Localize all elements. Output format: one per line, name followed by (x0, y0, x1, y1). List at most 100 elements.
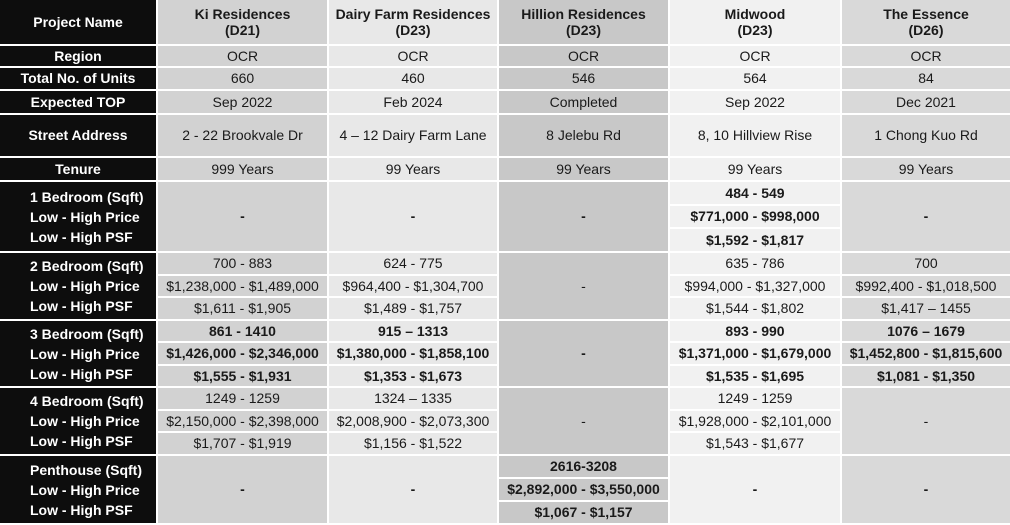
row-label-text: Total No. of Units (20, 70, 136, 87)
cell-value: $1,543 - $1,677 (705, 435, 805, 452)
cell-value: $2,150,000 - $2,398,000 (166, 412, 319, 429)
cell-empty: - (499, 182, 668, 251)
cell-value: $1,417 – 1455 (881, 300, 971, 317)
cell-empty: - (158, 182, 327, 251)
cell-value: OCR (739, 47, 771, 64)
cell-value: $1,544 - $1,802 (705, 300, 805, 317)
project-district: (D23) (395, 22, 431, 38)
cell-region: OCR (329, 46, 497, 66)
price-range: $992,400 - $1,018,500 (842, 276, 1010, 296)
cell-value: 99 Years (556, 160, 611, 177)
unit-group-label: 3 Bedroom (Sqft) Low - High Price Low - Hi… (0, 321, 156, 386)
psf-range: $1,489 - $1,757 (329, 298, 497, 319)
psf-range: $1,543 - $1,677 (670, 433, 840, 454)
psf-range: $1,417 – 1455 (842, 298, 1010, 319)
price-range: $1,371,000 - $1,679,000 (670, 343, 840, 364)
cell-empty: - (329, 182, 497, 251)
cell-top: Completed (499, 91, 668, 113)
cell-units: 564 (670, 68, 840, 89)
unit-label-line: 4 Bedroom (Sqft) (30, 393, 144, 409)
cell-value: 1249 - 1259 (205, 390, 280, 407)
size-range: 484 - 549 (670, 182, 840, 204)
unit-label-line: Penthouse (Sqft) (30, 461, 142, 478)
row-label-text: Street Address (28, 127, 128, 144)
corner-label: Project Name (33, 13, 123, 30)
cell-value: $1,611 - $1,905 (193, 300, 292, 317)
size-range: 1076 – 1679 (842, 321, 1010, 341)
cell-value: 2616-3208 (550, 458, 617, 475)
corner-header: Project Name (0, 0, 156, 44)
empty-dash: - (581, 412, 586, 429)
cell-tenure: 99 Years (329, 158, 497, 180)
empty-dash: - (240, 481, 245, 498)
cell-value: $1,081 - $1,350 (876, 367, 976, 384)
cell-value: $771,000 - $998,000 (690, 208, 820, 225)
empty-dash: - (923, 412, 929, 429)
unit-group-label: Penthouse (Sqft) Low - High Price Low - Hi… (0, 456, 156, 523)
size-range: 1249 - 1259 (670, 388, 840, 409)
size-range: 635 - 786 (670, 253, 840, 274)
psf-range: $1,611 - $1,905 (158, 298, 327, 319)
cell-address: 8, 10 Hillview Rise (670, 115, 840, 156)
cell-units: 546 (499, 68, 668, 89)
price-range: $2,892,000 - $3,550,000 (499, 479, 668, 500)
cell-region: OCR (499, 46, 668, 66)
cell-units: 660 (158, 68, 327, 89)
cell-top: Dec 2021 (842, 91, 1010, 113)
project-header: Midwood (D23) (670, 0, 840, 44)
row-label-region: Region (0, 46, 156, 66)
empty-dash: - (923, 481, 929, 498)
cell-value: OCR (910, 47, 942, 64)
cell-value: 484 - 549 (725, 184, 785, 201)
empty-dash: - (240, 208, 245, 225)
psf-range: $1,535 - $1,695 (670, 366, 840, 386)
cell-empty: - (670, 456, 840, 523)
cell-value: $1,380,000 - $1,858,100 (336, 345, 490, 362)
cell-value: $1,238,000 - $1,489,000 (166, 277, 319, 294)
price-range: $771,000 - $998,000 (670, 206, 840, 227)
project-district: (D23) (565, 22, 601, 38)
unit-group-label: 1 Bedroom (Sqft) Low - High Price Low - Hi… (0, 182, 156, 251)
cell-value: OCR (397, 47, 429, 64)
cell-value: $1,426,000 - $2,346,000 (166, 345, 319, 362)
cell-value: $1,928,000 - $2,101,000 (678, 412, 832, 429)
row-label-top: Expected TOP (0, 91, 156, 113)
size-range: 1324 – 1335 (329, 388, 497, 409)
cell-value: $1,156 - $1,522 (363, 435, 463, 452)
size-range: 624 - 775 (329, 253, 497, 274)
cell-value: 624 - 775 (383, 255, 443, 272)
row-label-text: Expected TOP (30, 93, 126, 110)
cell-value: 915 – 1313 (377, 322, 449, 339)
row-label-text: Region (54, 47, 102, 64)
cell-value: Feb 2024 (383, 93, 443, 110)
cell-empty: - (158, 456, 327, 523)
cell-tenure: 99 Years (499, 158, 668, 180)
project-header: Hillion Residences (D23) (499, 0, 668, 44)
unit-label-line: Low - High PSF (30, 501, 133, 518)
cell-value: $1,067 - $1,157 (534, 504, 633, 521)
empty-dash: - (581, 277, 586, 294)
price-range: $2,008,900 - $2,073,300 (329, 411, 497, 431)
unit-label-line: Low - High PSF (30, 365, 133, 382)
unit-label-line: Low - High PSF (30, 298, 133, 314)
psf-range: $1,067 - $1,157 (499, 502, 668, 523)
cell-region: OCR (158, 46, 327, 66)
cell-value: 564 (743, 70, 767, 87)
cell-value: $1,535 - $1,695 (705, 367, 805, 384)
cell-value: 1249 - 1259 (717, 390, 793, 407)
unit-group-label: 2 Bedroom (Sqft) Low - High Price Low - Hi… (0, 253, 156, 319)
psf-range: $1,555 - $1,931 (158, 366, 327, 386)
cell-top: Sep 2022 (158, 91, 327, 113)
cell-top: Feb 2024 (329, 91, 497, 113)
project-header: Ki Residences (D21) (158, 0, 327, 44)
cell-value: Sep 2022 (212, 93, 273, 110)
row-label-address: Street Address (0, 115, 156, 156)
price-range: $2,150,000 - $2,398,000 (158, 411, 327, 431)
empty-dash: - (581, 208, 586, 225)
unit-label-line: Low - High PSF (30, 433, 133, 449)
project-district: (D23) (737, 22, 773, 38)
cell-value: $2,892,000 - $3,550,000 (507, 481, 660, 498)
cell-value: 8 Jelebu Rd (546, 127, 621, 144)
size-range: 915 – 1313 (329, 321, 497, 341)
